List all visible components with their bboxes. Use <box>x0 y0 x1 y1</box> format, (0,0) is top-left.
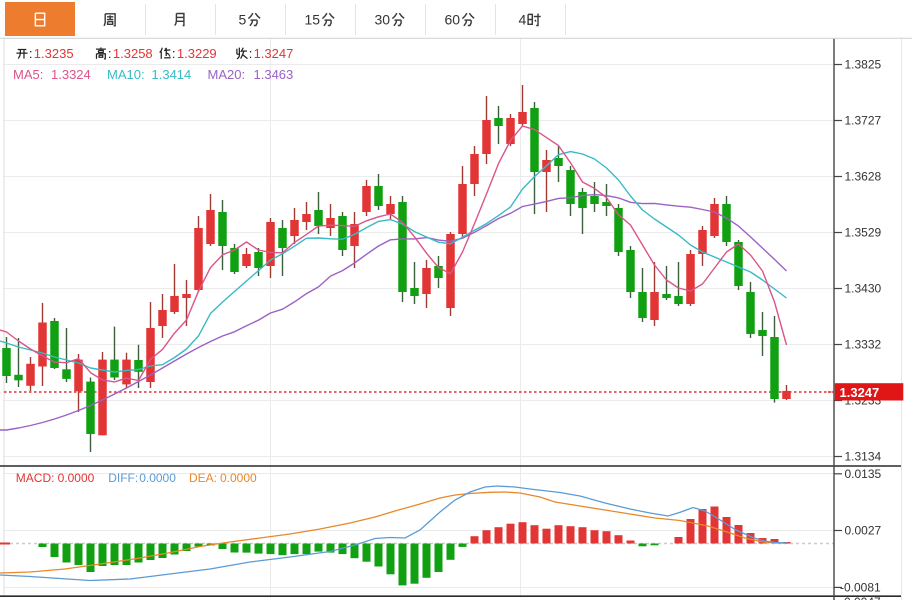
svg-text:1.3628: 1.3628 <box>845 170 882 184</box>
svg-text:1.3430: 1.3430 <box>845 282 882 296</box>
svg-text:1.3529: 1.3529 <box>845 226 882 240</box>
svg-text:60: 60 <box>445 12 461 28</box>
svg-text::1.3235:1.3258:1.3229:1.3247: :1.3235:1.3258:1.3229:1.3247 <box>29 46 293 61</box>
svg-text:0.0135: 0.0135 <box>845 467 882 481</box>
svg-text:1.3332: 1.3332 <box>845 338 882 352</box>
svg-text:15: 15 <box>305 12 321 28</box>
svg-text:1.3825: 1.3825 <box>845 58 882 72</box>
svg-text:1.3134: 1.3134 <box>845 450 882 464</box>
svg-text:0.0027: 0.0027 <box>845 524 882 538</box>
svg-text:-0.0047: -0.0047 <box>840 595 881 600</box>
svg-text:5: 5 <box>239 12 247 28</box>
svg-text:30: 30 <box>375 12 391 28</box>
svg-text:4: 4 <box>519 12 527 28</box>
svg-text:-0.0081: -0.0081 <box>840 581 881 595</box>
svg-text:1.3247: 1.3247 <box>840 385 880 400</box>
svg-text:1.3727: 1.3727 <box>845 114 882 128</box>
